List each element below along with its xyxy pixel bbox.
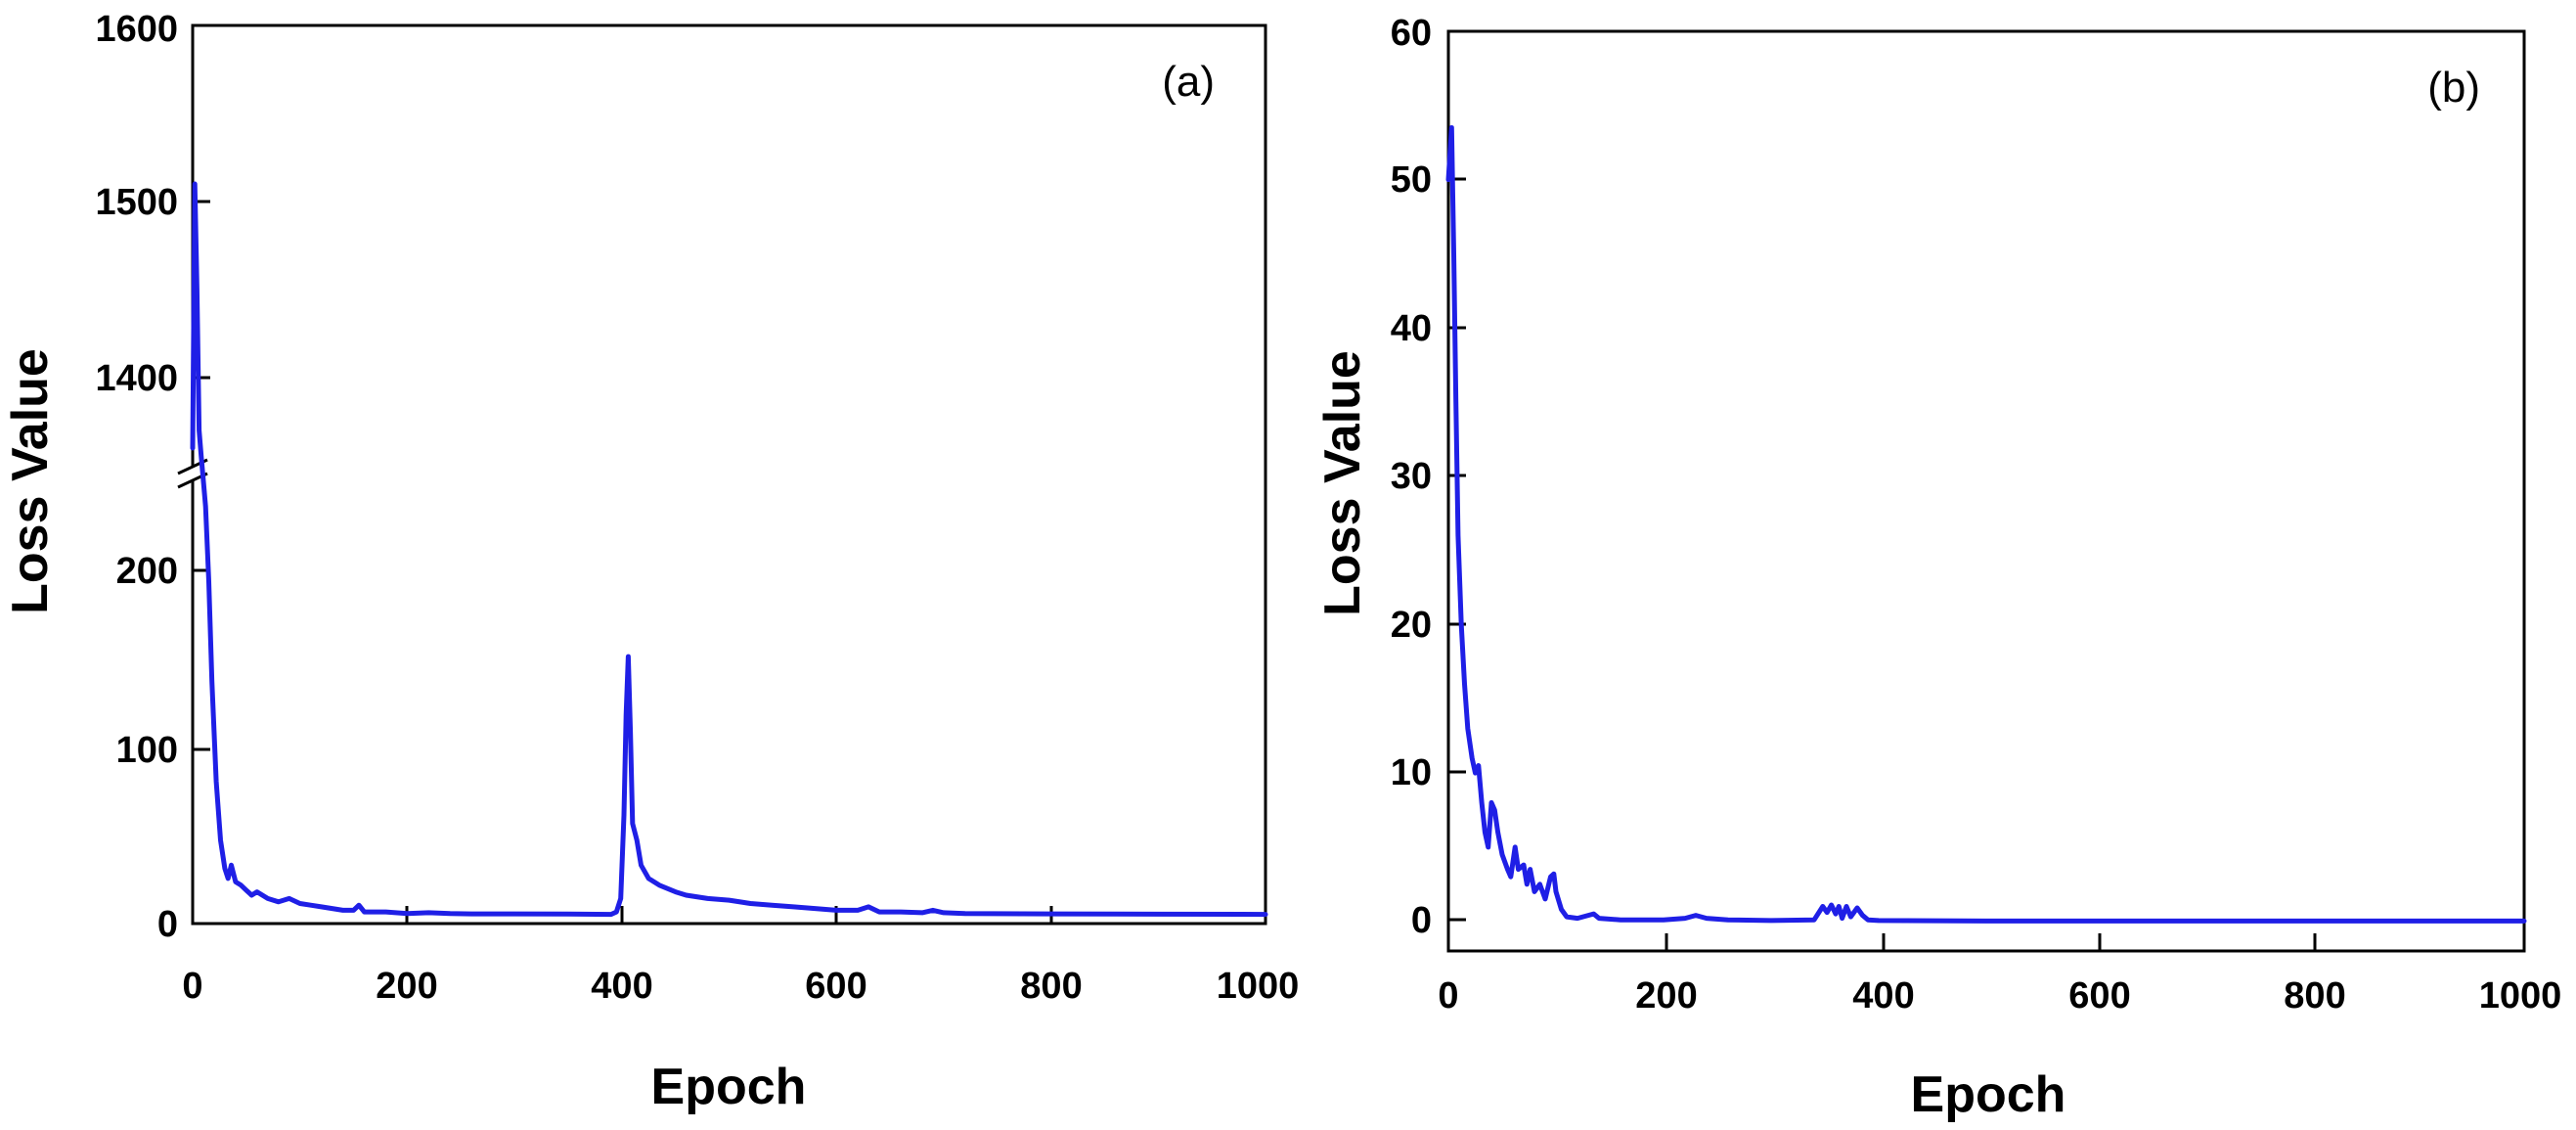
chart-panel-a: 1400 1500 1600 0 100 200 0 200 400 600 8… [2,9,1299,1115]
panel-a-xtick-label-600: 600 [805,966,866,1007]
panel-b-ytick-label-10: 10 [1391,752,1432,793]
panel-a-ytick-label-0: 0 [157,904,178,945]
panel-b-series-loss-line [1445,125,2527,924]
panel-a-series-loss-line [190,181,1268,918]
panel-a-ytick-label-100: 100 [116,730,178,771]
panel-a-label: (a) [1162,58,1215,106]
panel-a-xtick-label-1000: 1000 [1217,966,1300,1007]
panel-a-ytick-label-1500: 1500 [95,182,178,223]
panel-b-ytick-label-50: 50 [1391,159,1432,201]
panel-a-frame [191,23,1267,926]
panel-b-xtick-label-800: 800 [2284,975,2345,1017]
panel-b-xtick-label-400: 400 [1852,975,1914,1017]
panel-b-xtick-label-200: 200 [1635,975,1697,1017]
panel-a-y-axis-title: Loss Value [2,348,59,614]
panel-a-x-axis-title: Epoch [651,1059,807,1115]
chart-panel-b: 0 10 20 30 40 50 60 0 200 400 600 800 10… [1314,13,2561,1123]
panel-b-xtick-label-1000: 1000 [2479,975,2562,1017]
panel-b-frame [1446,29,2526,953]
panel-a-xtick-label-0: 0 [182,966,202,1007]
panel-a-ytick-label-1400: 1400 [95,358,178,399]
panel-a-xtick-label-800: 800 [1020,966,1082,1007]
panel-b-label: (b) [2427,64,2480,112]
panel-b-ytick-label-40: 40 [1391,308,1432,349]
panel-b-ytick-label-0: 0 [1411,900,1432,941]
panel-b-ytick-label-30: 30 [1391,456,1432,497]
panel-b-y-axis-title: Loss Value [1314,350,1371,616]
panel-b-x-axis-title: Epoch [1911,1066,2066,1123]
panel-b-xtick-label-600: 600 [2068,975,2130,1017]
panel-b-xtick-label-0: 0 [1438,975,1458,1017]
panel-a-xtick-label-400: 400 [591,966,652,1007]
panel-b-ytick-label-60: 60 [1391,13,1432,54]
panel-a-ytick-label-200: 200 [116,551,178,592]
panel-b-ytick-label-20: 20 [1391,605,1432,646]
panel-a-xtick-label-200: 200 [376,966,437,1007]
panel-a-ytick-label-1600: 1600 [95,9,178,50]
